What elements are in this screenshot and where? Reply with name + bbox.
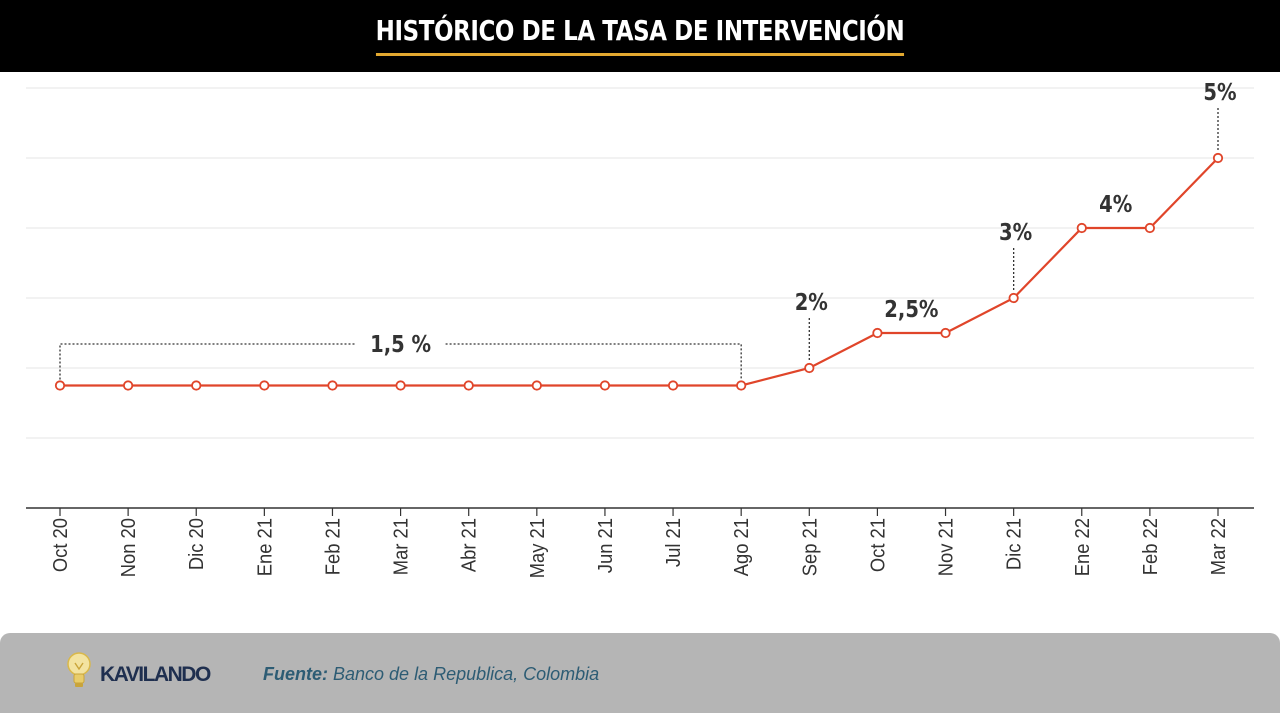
data-point <box>1212 152 1224 164</box>
x-tick-label: Ene 21 <box>255 518 277 576</box>
series-line <box>60 157 1219 387</box>
header-bar: HISTÓRICO DE LA TASA DE INTERVENCIÓN <box>0 0 1280 72</box>
annotation-label: 1,5 % <box>370 332 431 359</box>
x-tick-label: Jul 21 <box>663 518 685 567</box>
series <box>54 152 1224 391</box>
data-point <box>259 380 270 391</box>
data-point <box>123 380 134 391</box>
x-tick-label: Ene 22 <box>1072 518 1094 576</box>
x-tick-label: Dic 21 <box>1004 518 1026 570</box>
x-tick-label: Ago 21 <box>732 518 754 576</box>
x-tick-label: Nov 21 <box>936 518 958 576</box>
annotations: 1,5 % 2% 2,5% 3% 4% 5% <box>59 80 1237 380</box>
bracket-right <box>445 343 742 380</box>
data-point <box>191 380 202 391</box>
annotation-label: 4% <box>1099 192 1132 219</box>
line-chart: Oct 20 Non 20 Dic 20 Ene 21 Feb 21 Mar 21 Abr … <box>26 80 1254 578</box>
x-tick-label: Oct 21 <box>868 518 890 572</box>
x-tick-label: May 21 <box>527 518 549 578</box>
annotation-label: 2,5% <box>884 297 938 324</box>
grid-lines <box>26 87 1254 439</box>
data-point <box>395 380 406 391</box>
source-note: Fuente: Banco de la Republica, Colombia <box>263 664 600 684</box>
x-tick-label: Mar 22 <box>1208 518 1230 575</box>
data-point <box>327 380 338 391</box>
data-point <box>940 327 951 339</box>
x-tick-label: Dic 20 <box>187 518 209 570</box>
x-tick-label: Mar 21 <box>391 518 413 575</box>
data-point <box>736 380 747 391</box>
x-tick-label: Feb 21 <box>323 518 345 575</box>
x-tick-label: Jun 21 <box>595 518 617 573</box>
data-point <box>1144 222 1155 234</box>
bracket-left <box>59 343 356 380</box>
x-axis: Oct 20 Non 20 Dic 20 Ene 21 Feb 21 Mar 21 Abr … <box>26 507 1254 578</box>
x-tick-label: Feb 22 <box>1140 518 1162 575</box>
data-point <box>599 380 611 391</box>
data-point <box>804 362 815 374</box>
data-point <box>667 380 679 391</box>
x-tick-label: Non 20 <box>118 518 140 577</box>
brand-logo-text: KAVILANDO <box>100 663 211 686</box>
data-point <box>1008 292 1019 304</box>
x-tick-label: Sep 21 <box>800 518 822 576</box>
data-point <box>463 380 474 391</box>
annotation-label: 2% <box>795 290 828 317</box>
data-point <box>872 327 883 339</box>
page-title: HISTÓRICO DE LA TASA DE INTERVENCIÓN <box>115 14 1165 56</box>
data-point <box>54 380 66 391</box>
x-tick-label: Abr 21 <box>459 518 481 572</box>
annotation-label: 5% <box>1203 80 1236 107</box>
annotation-label: 3% <box>999 220 1032 247</box>
footer: KAVILANDO Fuente: Banco de la Republica,… <box>0 633 1280 713</box>
x-tick-label: Oct 20 <box>50 518 72 572</box>
data-point <box>531 380 542 391</box>
data-point <box>1076 222 1087 234</box>
lightbulb-icon <box>67 652 91 687</box>
